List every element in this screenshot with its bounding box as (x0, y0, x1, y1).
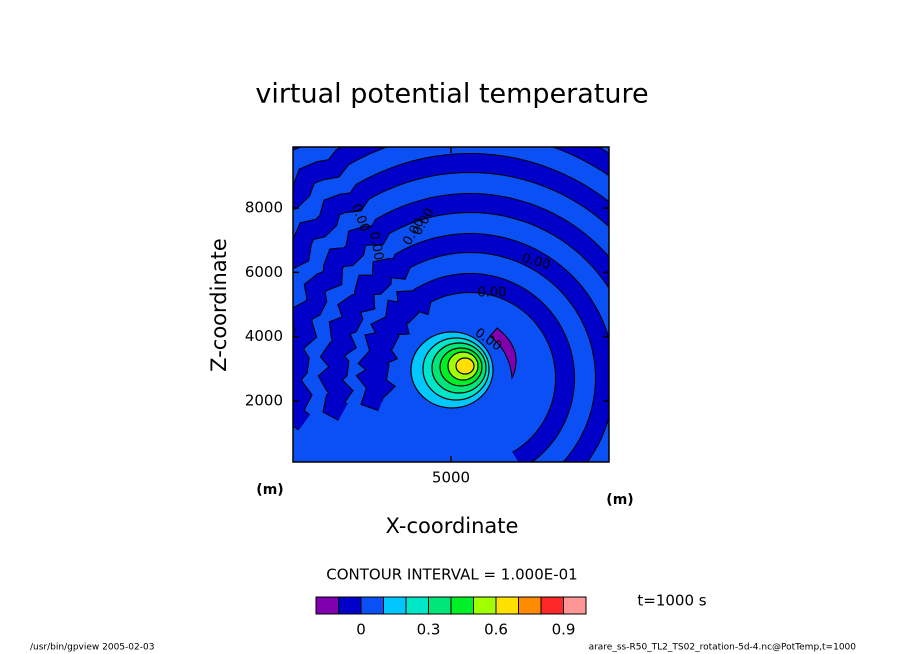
chart-title: virtual potential temperature (255, 79, 648, 110)
colorbar-box (495, 596, 519, 615)
colorbar-box (428, 596, 452, 615)
footer-right: arare_ss-R50_TL2_TS02_rotation-5d-4.nc@P… (589, 643, 857, 653)
x-unit: (m) (606, 492, 633, 508)
y-tick-label: 4000 (245, 327, 283, 345)
y-tick-label: 2000 (245, 391, 283, 409)
band (357, 273, 575, 462)
contour-interval: CONTOUR INTERVAL = 1.000E-01 (326, 566, 577, 584)
colorbar-box (405, 596, 429, 615)
x-tick-label: 5000 (432, 469, 470, 487)
negative-region (489, 327, 517, 380)
colorbar-box (450, 596, 474, 615)
colorbar-box (473, 596, 497, 615)
time-label: t=1000 s (637, 592, 706, 610)
contour-label: 0.00 (520, 251, 552, 273)
band (319, 233, 609, 462)
contour-label: 0.00 (366, 230, 386, 261)
colorbar-tick-label: 0.3 (417, 621, 441, 639)
contour-region (455, 357, 475, 375)
y-unit: (m) (256, 482, 283, 498)
y-tick-label: 8000 (245, 199, 283, 217)
contour-field (293, 147, 609, 462)
contour-label: 0.00 (478, 286, 507, 301)
y-axis-label: Z-coordinate (207, 238, 231, 372)
colorbar-box (360, 596, 384, 615)
colorbar-box (383, 596, 407, 615)
band (293, 153, 609, 269)
colorbar-box (338, 596, 362, 615)
colorbar-tick-label: 0 (356, 621, 366, 639)
colorbar-tick-label: 0.6 (484, 621, 508, 639)
colorbar-box (315, 596, 339, 615)
colorbar-box (540, 596, 564, 615)
colorbar-box (563, 596, 587, 615)
y-tick-label: 6000 (245, 263, 283, 281)
band (293, 193, 609, 430)
colorbar-box (518, 596, 542, 615)
colorbar-tick-label: 0.9 (552, 621, 576, 639)
footer-left: /usr/bin/gpview 2005-02-03 (30, 643, 154, 653)
x-axis-label: X-coordinate (386, 514, 519, 538)
